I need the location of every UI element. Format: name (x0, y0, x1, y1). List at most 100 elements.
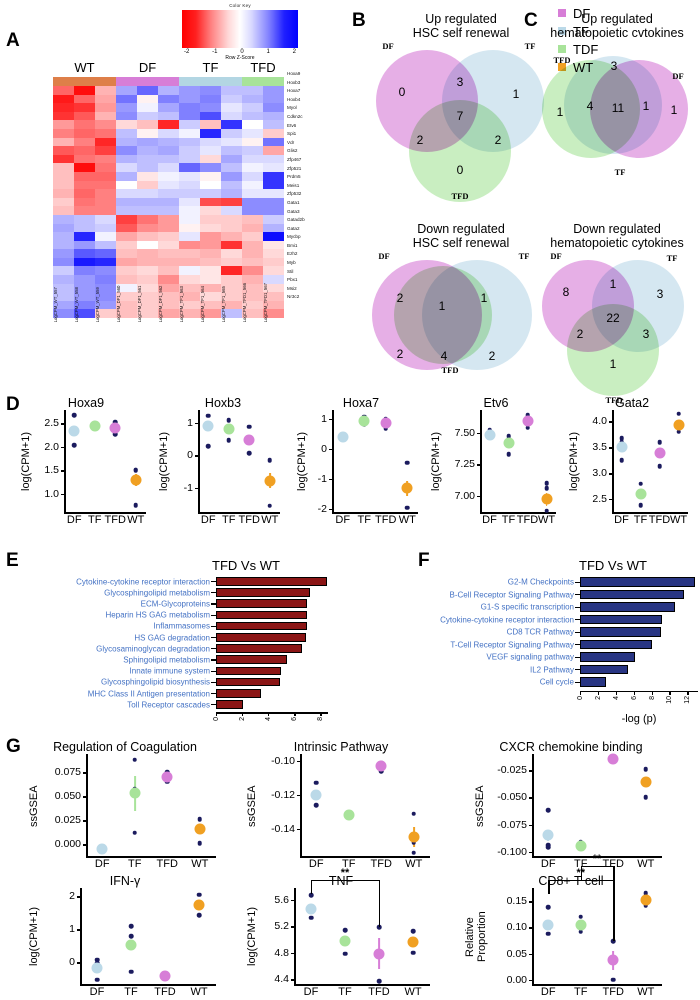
heatmap-cell (179, 128, 200, 138)
heatmap-group-labels: WT DF TF TFD (53, 60, 284, 76)
significance-mark: ** (340, 867, 350, 879)
venn-circle-2 (394, 266, 492, 364)
data-point (657, 439, 662, 445)
dotplot-ifng: IFN-γ 0 1 2 DF TF TFD WT log(CPM+1) (28, 874, 220, 1000)
heatmap-cell (74, 154, 95, 164)
heatmap-cell (200, 214, 221, 224)
venn-title-line: Up regulated (581, 12, 653, 26)
venn-title-line: HSC self renewal (412, 26, 510, 40)
heatmap-cell (200, 128, 221, 138)
heatmap-cell (95, 163, 116, 172)
heatmap-cell (179, 163, 200, 172)
heatmap-cell (242, 240, 263, 250)
mean-marker (91, 962, 103, 974)
x-category-label: TF (633, 514, 648, 526)
barchart-tick (211, 648, 216, 650)
x-category-label: TFD (375, 514, 397, 526)
heatmap-cell (53, 137, 74, 147)
heatmap-gene-label: Cdkn2c (287, 113, 303, 119)
data-point (246, 424, 252, 430)
data-point (132, 757, 138, 763)
heatmap-cell (158, 128, 179, 138)
heatmap-cell (179, 283, 200, 293)
heatmap-gene-label: Hoxb4 (287, 96, 301, 102)
heatmap-cell (200, 137, 221, 147)
heatmap-cell (95, 94, 116, 104)
heatmap-cell (95, 86, 116, 95)
y-tick-label: 0.05 (506, 947, 527, 960)
heatmap-cell (200, 146, 221, 155)
bracket-left-tick (580, 866, 583, 880)
dotplot-title-intrinsic: Intrinsic Pathway (293, 740, 389, 754)
heatmap-cell (74, 240, 95, 250)
heatmap-cell (158, 94, 179, 104)
heatmap-sample-label: LogCPM_WT_557 (53, 287, 58, 323)
heatmap-cell (53, 223, 74, 233)
heatmap-cell (221, 180, 242, 190)
heatmap-cell (158, 103, 179, 112)
heatmap-cell (221, 86, 242, 95)
barchart-title-panel-f: TFD Vs WT (579, 558, 647, 573)
y-tick-label: 0.000 (54, 838, 81, 851)
heatmap-cell (95, 283, 116, 293)
mean-marker (243, 434, 255, 446)
dotplot-title-ifng: IFN-γ (109, 874, 141, 888)
barchart-bar (216, 655, 287, 664)
heatmap-cell (263, 154, 284, 164)
data-point (404, 460, 410, 465)
color-key-tick: -1 (212, 49, 218, 55)
heatmap-cell (221, 197, 242, 207)
heatmap-cell (179, 223, 200, 233)
dotplot-title-hoxb3: Hoxb3 (204, 396, 242, 410)
heatmap-cell (137, 180, 158, 190)
heatmap-cell (242, 300, 263, 310)
heatmap-cell (74, 206, 95, 215)
heatmap-cell (53, 128, 74, 138)
heatmap-cell (263, 146, 284, 155)
heatmap-cell (200, 232, 221, 241)
heatmap-cell (116, 257, 137, 267)
heatmap-sample-label: LogCPM_TF1_563 (179, 286, 184, 323)
barchart-tick (211, 636, 216, 639)
dotplot-area-ifng: 0 1 2 DF TF TFD WT log(CPM+1) (28, 888, 220, 1000)
heatmap-cell (221, 128, 242, 138)
heatmap-gene-label: Gata1 (287, 199, 300, 205)
heatmap-cell (263, 86, 284, 95)
barchart-category-label: Glycosphingolipid metabolism (104, 588, 210, 598)
legend-swatch-tf (558, 27, 566, 35)
dotplot-title-tnf: TNF (328, 874, 354, 888)
data-point (128, 969, 134, 975)
heatmap-cell (263, 197, 284, 207)
y-axis-label: log(CPM+1) (246, 907, 258, 967)
bracket-left-tick (311, 880, 313, 894)
x-axis (480, 512, 556, 514)
barchart-tick (575, 669, 580, 671)
heatmap-cell (74, 214, 95, 224)
heatmap-cell (221, 137, 242, 147)
barchart-bar (580, 614, 663, 625)
heatmap-cell (263, 214, 284, 224)
x-category-label: WT (191, 858, 209, 870)
heatmap-sample-label: LogCPM_WT_559 (95, 287, 100, 323)
barchart-category-label: Inflammasomes (153, 621, 210, 631)
heatmap-cell (74, 128, 95, 138)
y-tick-label: 0.15 (506, 895, 527, 908)
y-axis-label: log(CPM+1) (158, 432, 170, 492)
y-tick-label: -0.12 (271, 788, 295, 801)
y-tick-label: -0.075 (497, 818, 527, 831)
venn-count: 4 (586, 99, 594, 113)
y-tick (61, 470, 64, 472)
legend-item-tf: TF (558, 22, 598, 40)
x-category-label: TF (357, 514, 371, 526)
data-point (196, 892, 202, 897)
heatmap-group-bar-df (116, 77, 179, 86)
venn-count: 22 (606, 311, 620, 325)
heatmap-cell (53, 249, 74, 258)
heatmap-sample-label: LogCPM_TFD1_566 (242, 283, 247, 323)
data-point (205, 413, 211, 419)
heatmap-cell (74, 146, 95, 155)
heatmap-cell (74, 249, 95, 258)
barchart-rows-panel-f: G2-M Checkpoints B-Cell Receptor Signalin… (418, 576, 698, 725)
barchart-panel-f: TFD Vs WT G2-M Checkpoints B-Cell Receptor… (418, 558, 698, 725)
heatmap-cell (221, 214, 242, 224)
